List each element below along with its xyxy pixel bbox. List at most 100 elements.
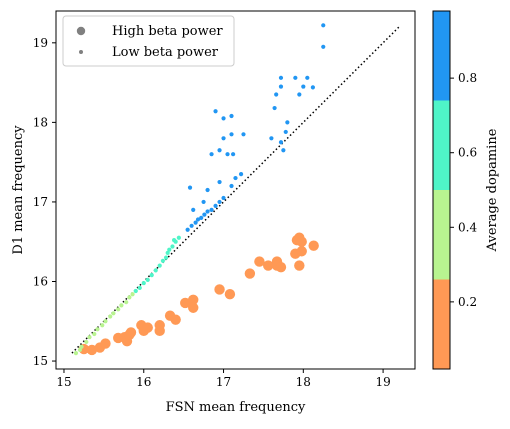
data-point-s2-14 <box>171 238 177 243</box>
data-point-s0-19 <box>214 284 225 295</box>
data-point-s0-11 <box>142 322 153 333</box>
colorbar-bin-1 <box>433 190 450 280</box>
colorbar: 0.2 0.4 0.6 0.8 Average dopamine <box>432 10 500 370</box>
data-point-s2-3 <box>145 277 150 282</box>
data-point-s1-5 <box>92 331 97 337</box>
data-point-s3-35 <box>278 75 284 80</box>
data-point-s2-13 <box>176 235 181 240</box>
y-tick-label-3: 18 <box>33 115 48 129</box>
data-point-s1-12 <box>119 303 124 308</box>
data-point-s3-7 <box>209 207 214 212</box>
data-point-s3-38 <box>301 84 306 89</box>
x-tick-label-2: 17 <box>216 375 231 389</box>
data-points-layer <box>73 23 326 356</box>
colorbar-tick-label-2: 0.6 <box>458 146 477 160</box>
data-point-s2-7 <box>160 258 166 263</box>
data-point-s3-4 <box>199 215 204 220</box>
x-tick-label-4: 19 <box>375 375 390 389</box>
data-point-s3-36 <box>293 75 298 80</box>
data-point-s3-41 <box>321 44 326 49</box>
data-point-s3-2 <box>193 220 198 225</box>
legend-marker-low-beta <box>79 50 83 54</box>
data-point-s2-2 <box>141 280 146 286</box>
data-point-s3-28 <box>278 140 284 145</box>
data-point-s3-27 <box>269 136 274 141</box>
data-point-s3-17 <box>209 152 214 157</box>
legend: High beta power Low beta power <box>62 15 235 67</box>
data-point-s2-4 <box>149 273 154 278</box>
data-point-s3-18 <box>217 148 222 153</box>
data-point-s1-2 <box>79 344 84 349</box>
data-point-s1-1 <box>77 347 83 353</box>
legend-label-high-beta: High beta power <box>112 24 223 39</box>
data-point-s0-26 <box>275 261 287 273</box>
data-point-s1-0 <box>73 350 79 356</box>
y-tick-label-2: 17 <box>33 195 48 209</box>
data-point-s3-23 <box>241 132 246 137</box>
data-point-s0-18 <box>188 302 199 313</box>
data-point-s2-9 <box>165 250 170 255</box>
data-point-s1-3 <box>84 339 89 345</box>
data-point-s3-34 <box>278 84 284 89</box>
data-point-s3-30 <box>283 129 288 135</box>
colorbar-bin-3 <box>433 11 450 101</box>
data-point-s3-31 <box>285 120 290 125</box>
data-point-s2-8 <box>163 255 169 260</box>
data-point-s3-13 <box>187 185 193 190</box>
x-axis: 15 16 17 18 19 <box>56 369 391 389</box>
colorbar-bin-2 <box>433 100 450 190</box>
data-point-s0-20 <box>224 289 236 300</box>
data-point-s3-0 <box>185 227 190 232</box>
data-point-s3-39 <box>305 75 310 80</box>
data-point-s3-43 <box>233 175 238 181</box>
data-point-s2-1 <box>137 285 142 290</box>
legend-marker-high-beta <box>76 26 86 36</box>
data-point-s3-42 <box>321 23 326 28</box>
colorbar-tick-label-1: 0.4 <box>458 220 477 234</box>
x-tick-label-3: 18 <box>296 375 311 389</box>
data-point-s0-16 <box>180 297 191 309</box>
data-point-s1-11 <box>116 307 121 312</box>
data-point-s3-32 <box>272 105 277 111</box>
data-point-s1-4 <box>87 335 92 340</box>
data-point-s3-26 <box>213 109 218 114</box>
data-point-s3-15 <box>217 179 222 185</box>
data-point-s0-22 <box>254 256 265 267</box>
data-point-s3-21 <box>221 136 226 141</box>
colorbar-ticks: 0.2 0.4 0.6 0.8 <box>450 71 477 309</box>
y-tick-label-1: 16 <box>33 274 48 288</box>
x-tick-label-1: 16 <box>136 375 151 389</box>
data-point-s2-10 <box>167 247 172 252</box>
x-axis-label: FSN mean frequency <box>166 400 306 415</box>
data-point-s1-14 <box>127 295 132 300</box>
data-point-s2-6 <box>157 263 162 268</box>
data-point-s3-25 <box>229 113 234 119</box>
data-point-s3-6 <box>205 209 210 214</box>
reference-line <box>71 26 400 354</box>
data-point-s2-0 <box>133 288 138 294</box>
colorbar-tick-label-3: 0.8 <box>458 71 477 85</box>
y-tick-label-4: 19 <box>33 36 48 50</box>
data-point-s0-21 <box>244 268 256 279</box>
data-point-s0-1 <box>86 344 98 356</box>
colorbar-frame <box>432 10 451 370</box>
reference-line-layer <box>71 26 400 354</box>
plot-frame <box>55 10 416 370</box>
data-point-s0-30 <box>296 236 307 247</box>
data-point-s3-22 <box>229 132 234 137</box>
data-point-s0-23 <box>263 260 274 271</box>
colorbar-label: Average dopamine <box>485 128 500 252</box>
data-point-s1-13 <box>124 300 129 305</box>
data-point-s3-5 <box>202 212 207 217</box>
data-point-s0-31 <box>296 246 307 257</box>
data-point-s0-3 <box>100 338 111 349</box>
data-point-s0-8 <box>125 327 137 338</box>
data-point-s1-15 <box>130 292 135 297</box>
data-point-s1-8 <box>103 319 108 324</box>
data-point-s3-40 <box>310 85 315 90</box>
data-point-s0-13 <box>154 325 165 337</box>
data-point-s0-17 <box>188 294 199 305</box>
data-point-s2-5 <box>153 268 158 273</box>
data-point-s3-11 <box>191 207 196 212</box>
